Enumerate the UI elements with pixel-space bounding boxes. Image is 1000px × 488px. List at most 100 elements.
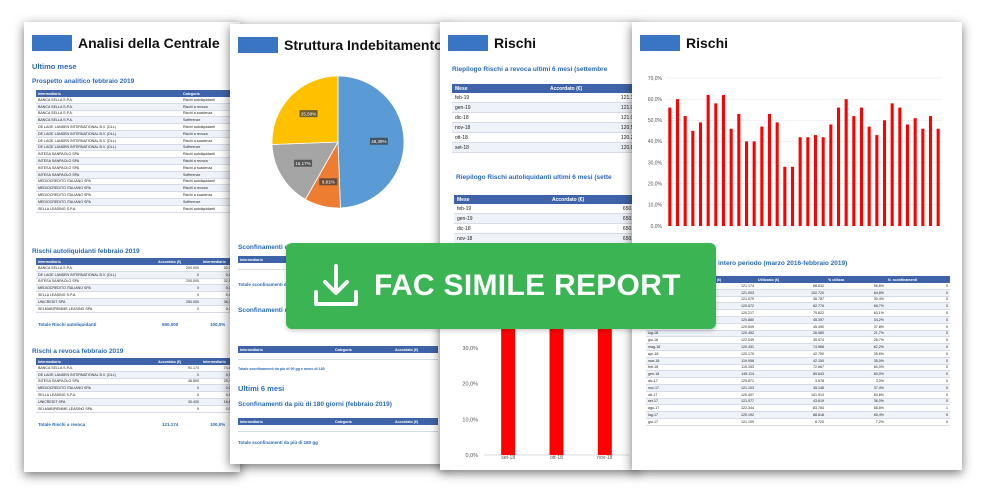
col-header: Intermediario <box>36 258 156 265</box>
storico-table: Mese Accordato (€) Utilizzato (€) % util… <box>646 276 950 426</box>
col-header: Intermediario <box>36 358 156 365</box>
table-row: BANCA SELLA S.P.A. 200.000 32,0% <box>36 265 236 272</box>
table-total-label: Totale Rischi a revoca <box>38 422 86 427</box>
table-cell: 120.170 <box>696 350 756 358</box>
pie-label: 25,59% <box>301 112 316 117</box>
table-cell: MEDIOCREDITO ITALIANO SPA <box>36 191 181 199</box>
table-cell: BANCA SELLA S.P.A. <box>36 365 156 372</box>
bar <box>549 320 564 455</box>
bar <box>913 118 917 226</box>
table-cell: 56,6% <box>826 283 886 290</box>
table-cell: 16,6% <box>201 398 236 406</box>
col-header: Intermediario <box>238 256 333 263</box>
table-cell: 42.150 <box>756 357 826 365</box>
table-cell: 0,0% <box>201 384 236 393</box>
header-accent-bar <box>238 37 278 53</box>
page-header: Rischi <box>448 34 536 52</box>
page-header: Rischi <box>640 34 728 52</box>
table-row: ott-18 120.217 <box>452 132 638 143</box>
table-cell: MEDIOCREDITO ITALIANO SPA <box>36 198 181 206</box>
bar <box>698 122 703 226</box>
table-cell: Rischi autoliquidanti <box>181 150 236 159</box>
table-cell: 35,6% <box>826 350 886 358</box>
table-cell: SELMABIPIEMME LEASING SPA <box>36 305 156 313</box>
table-cell: 250.000 <box>156 298 201 306</box>
y-tick-label: 10,0% <box>648 203 663 209</box>
table-cell: Sofferenze <box>181 198 236 206</box>
x-tick-label: ott-18 <box>550 455 563 460</box>
table-cell: 0,0% <box>201 284 236 293</box>
table-cell: 120.192 <box>696 411 756 419</box>
table-cell: 43.619 <box>756 398 826 406</box>
fac-simile-report-button[interactable]: FAC SIMILE REPORT <box>286 243 716 329</box>
revoca-6m-table: Mese Accordato (€) feb-19 121.174 gen-19 12… <box>452 84 638 153</box>
table-cell: ago-17 <box>646 404 696 413</box>
table-cell: 0 <box>886 283 950 290</box>
table-cell: 0 <box>886 370 950 379</box>
col-header: Intermediario <box>238 346 333 353</box>
table-title: Riepilogo Rischi a revoca ultimi 6 mesi … <box>452 66 608 73</box>
bar <box>668 107 672 226</box>
table-cell: nov-18 <box>454 233 549 244</box>
table-row: DE LAGE LANDEN INTERNATIONAL B.V. (DLL) R… <box>36 123 236 131</box>
table-cell: Rischi a scadenza <box>181 191 236 199</box>
table-cell: 45.146 <box>756 384 826 392</box>
table-cell: BANCA SELLA S.P.A. <box>36 97 181 104</box>
button-label: FAC SIMILE REPORT <box>374 269 681 302</box>
table-cell: 119.958 <box>696 357 756 365</box>
table-cell: 0 <box>886 336 950 345</box>
col-header: Mese <box>452 84 547 93</box>
table-cell: nov-17 <box>646 384 696 392</box>
table-cell: 60,0% <box>826 370 886 379</box>
table-row: MEDIOCREDITO ITALIANO SPA Rischi a revoca <box>36 184 236 193</box>
page-title: Analisi della Centrale <box>78 35 220 51</box>
table-cell: SELLA LEASING S.P.A. <box>36 291 156 299</box>
x-tick-label: set-18 <box>501 455 515 460</box>
table-cell: BANCA SELLA S.P.A. <box>36 265 156 272</box>
bar-chart-storico: 70,0% 60,0% 50,0% 40,0% 30,0% 20,0% 10,0% 0,0% <box>648 76 942 230</box>
table-cell: Rischi autoliquidanti <box>181 178 236 186</box>
table-cell: Rischi a revoca <box>181 130 236 138</box>
table-cell: MEDIOCREDITO ITALIANO SPA <box>36 178 181 186</box>
table-cell: 72.667 <box>756 364 826 372</box>
table-cell: 25,4% <box>201 378 236 386</box>
table-cell: 0 <box>886 377 950 385</box>
table-cell: Rischi autoliquidanti <box>181 123 236 131</box>
bar <box>859 107 864 226</box>
pie-label-bg <box>299 110 318 118</box>
table-cell: Rischi a revoca <box>181 157 236 165</box>
table-total-label: Totale sconfinamenti da più di 180 gg <box>238 440 318 445</box>
table-row: nov-18 120.572 <box>452 122 638 133</box>
y-tick-label: 20,0% <box>648 182 663 188</box>
table-cell: 62,2% <box>826 343 886 351</box>
col-header: Accordato (€) <box>549 195 638 204</box>
table-cell: 120.452 <box>696 330 756 338</box>
table-total-pct: 100,0% <box>210 422 226 427</box>
table-cell: lug-18 <box>646 330 696 338</box>
table-cell: Rischi a revoca <box>181 184 236 193</box>
table-row: dic-17 129.671 3.978 3,0% 0 <box>646 377 950 385</box>
table-row: INTESA SANPAOLO SPA Sofferenze <box>36 171 236 179</box>
table-total-value: 650.000 <box>162 322 179 327</box>
table-cell: DE LAGE LANDEN INTERNATIONAL B.V. (DLL) <box>36 144 181 152</box>
col-header: Categoria <box>333 418 393 425</box>
pie-label-bg <box>294 159 313 167</box>
table-cell: 650.000 <box>549 223 638 234</box>
table-cell: 0,0% <box>201 291 236 299</box>
table-title: intero periodo (marzo 2016-febbraio 2019… <box>718 260 848 267</box>
table-cell: BANCA SELLA S.P.A. <box>36 116 181 125</box>
bar <box>898 107 902 226</box>
bar <box>729 128 733 226</box>
table-cell: ott-18 <box>452 132 547 143</box>
table-cell: dic-18 <box>452 112 547 123</box>
table-total-pct: 100,0% <box>210 322 226 327</box>
table-cell: gen-19 <box>454 213 549 224</box>
col-header: Intermediario <box>36 90 181 97</box>
table-cell: 46.800 <box>156 378 201 386</box>
bar <box>744 141 749 226</box>
autoliquidanti-table: Intermediario Accordato (€) Intermediari… <box>36 258 236 313</box>
bar <box>829 124 833 226</box>
table-cell: 0 <box>886 398 950 406</box>
sconfinamenti-table: Intermediario Categoria Accordato (€) <box>238 346 438 360</box>
table-cell: UNICREDIT SPA <box>36 398 156 406</box>
